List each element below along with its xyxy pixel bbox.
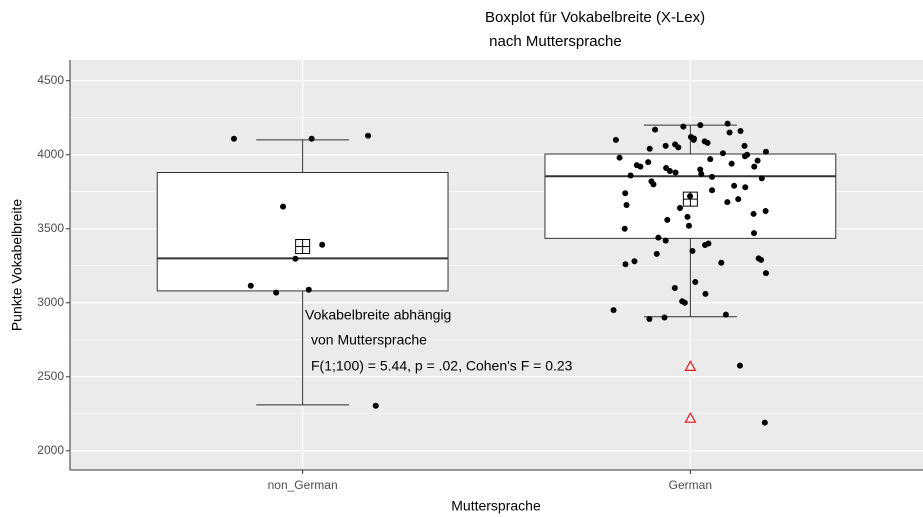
point [685,222,692,229]
point [724,120,731,127]
point [671,284,678,291]
point [726,129,733,136]
point [273,289,280,296]
point [758,175,765,182]
y-tick-label: 2500 [37,369,64,383]
chart-title: Boxplot für Vokabelbreite (X-Lex) [485,9,705,26]
point [684,213,691,220]
x-tick-label: German [669,478,712,492]
point [741,153,748,160]
point [646,145,653,152]
point [292,255,299,262]
point [675,144,682,151]
point [653,250,660,257]
point [230,135,237,142]
point [751,230,758,237]
point [741,142,748,149]
point [692,279,699,286]
point [724,199,731,206]
x-tick-label: non_German [268,478,338,492]
annotation: F(1;100) = 5.44, p = .02, Cohen's F = 0.… [311,358,573,374]
point [722,311,729,318]
point [365,132,372,139]
point [637,163,644,170]
point [751,163,758,170]
point [737,128,744,135]
point [680,123,687,130]
y-tick-label: 4000 [37,147,64,161]
point [646,316,653,323]
point [622,190,629,197]
point [612,136,619,143]
point [666,168,673,175]
y-tick-label: 3000 [37,295,64,309]
point [761,419,768,426]
point [372,402,379,409]
box [156,171,449,292]
y-tick-label: 2000 [37,443,64,457]
point [762,207,769,214]
outlier [684,411,697,423]
mean-cross [295,239,310,254]
point [735,196,742,203]
chart-title: nach Muttersprache [485,33,622,50]
point [709,173,716,180]
point [707,156,714,163]
point [247,282,254,289]
point [762,270,769,277]
point [622,261,629,268]
annotation: Vokabelbreite abhängig [305,307,451,323]
point [758,256,765,263]
point [709,187,716,194]
point [650,181,657,188]
point [662,237,669,244]
y-axis-label: Punkte Vokabelbreite [9,199,25,332]
point [664,216,671,223]
point [655,234,662,241]
point [319,241,326,248]
point [742,184,749,191]
point [681,299,688,306]
point [754,157,761,164]
point [728,160,735,167]
annotation: von Muttersprache [311,332,427,348]
point [621,225,628,232]
point [689,247,696,254]
point [305,286,312,293]
outlier [684,360,697,371]
point [719,150,726,157]
point [718,259,725,266]
point [280,203,287,210]
point [677,205,684,212]
point [697,122,704,129]
x-axis-label: Muttersprache [451,498,541,514]
point [616,154,623,161]
point [750,210,757,217]
point [610,307,617,314]
point [627,172,634,179]
point [672,169,679,176]
point [702,290,709,297]
point [652,126,659,133]
point [631,258,638,265]
point [308,135,315,142]
point [731,182,738,189]
point [690,136,697,143]
point [623,202,630,209]
point [704,139,711,146]
y-tick-label: 4500 [37,73,64,87]
y-tick-label: 3500 [37,221,64,235]
point [645,159,652,166]
point [762,148,769,155]
point [736,362,743,369]
point [661,314,668,321]
mean-cross [683,192,698,207]
point [702,242,709,249]
point [662,142,669,149]
point [698,170,705,177]
marks [156,120,837,426]
